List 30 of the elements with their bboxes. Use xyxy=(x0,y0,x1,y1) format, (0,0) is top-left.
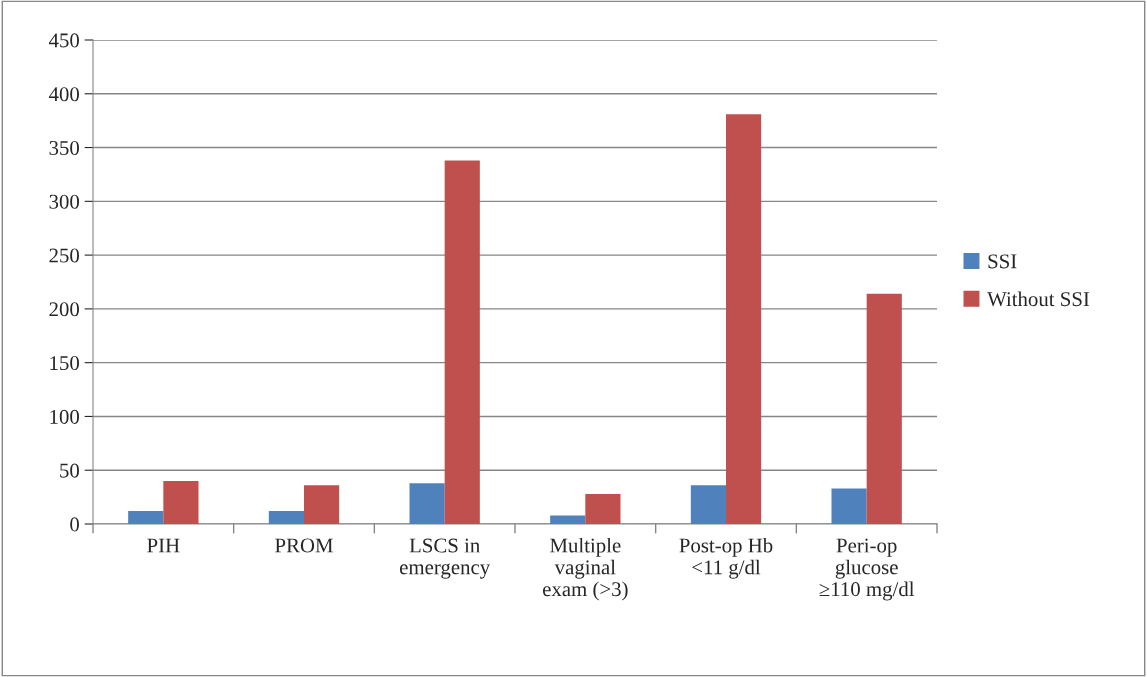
bar xyxy=(163,480,199,524)
x-tick-label: Post-op Hb <11 g/dl xyxy=(679,537,773,579)
bar xyxy=(128,511,164,524)
y-tick-label: 200 xyxy=(49,302,80,317)
x-tick-label: Peri-op glucose ≥110 mg/dl xyxy=(819,538,915,601)
y-tick-label: 350 xyxy=(49,140,80,155)
y-tick-label: 0 xyxy=(70,517,80,532)
x-tick-label: Multiple vaginal exam (>3) xyxy=(542,537,628,601)
x-tick-label: PROM xyxy=(275,538,333,553)
y-tick-label: 50 xyxy=(60,463,80,478)
bar xyxy=(304,485,340,524)
y-tick-label: 300 xyxy=(49,194,80,209)
y-tick-label: 100 xyxy=(50,409,80,424)
y-tick-label: 450 xyxy=(48,33,80,48)
x-tick-label: LSCS in emergency xyxy=(399,538,491,579)
y-tick-label: 400 xyxy=(48,87,80,102)
x-tick-label: PIH xyxy=(147,538,180,553)
legend-label: Without SSI xyxy=(987,291,1090,307)
bar xyxy=(268,511,304,524)
y-tick-label: 150 xyxy=(50,356,80,371)
bar xyxy=(585,493,621,524)
bar xyxy=(831,488,867,524)
bar xyxy=(726,114,762,524)
bar xyxy=(550,515,586,524)
bar xyxy=(690,485,726,524)
bar xyxy=(444,160,480,524)
bar xyxy=(866,293,902,524)
legend-label: SSI xyxy=(988,254,1017,269)
bar xyxy=(409,483,445,524)
y-tick-label: 250 xyxy=(49,248,80,263)
